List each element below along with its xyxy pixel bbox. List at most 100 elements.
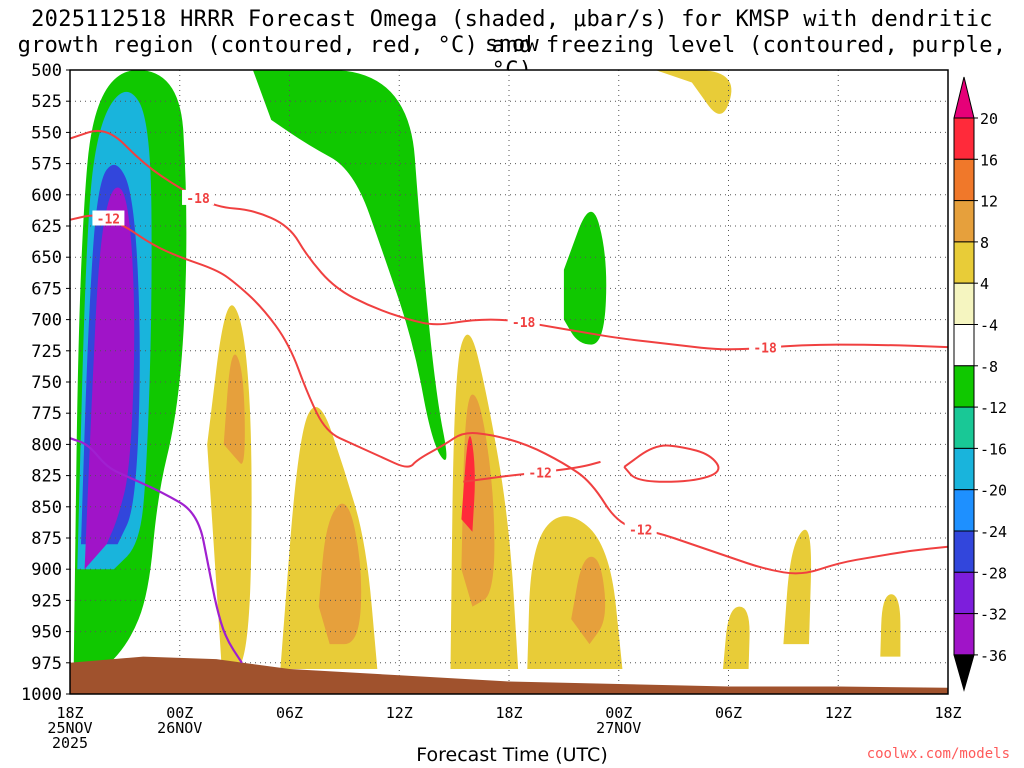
x-tick-label: 25NOV (47, 719, 92, 737)
contour-label: -12 (97, 213, 120, 228)
colorbar-top-arrow (953, 76, 975, 119)
y-tick-label: 775 (31, 404, 62, 424)
colorbar-label: 16 (980, 151, 998, 169)
omega-region-descent-moderate-4 (571, 556, 606, 645)
omega-region-ascent-mid-band (252, 70, 447, 461)
omega-region-descent-weak-6 (783, 529, 812, 645)
colorbar-bin (953, 365, 975, 408)
chart-title-line1: 2025112518 HRRR Forecast Omega (shaded, … (31, 7, 993, 57)
contour-label-bg (749, 339, 782, 355)
colorbar-bin (953, 489, 975, 532)
y-tick-label: 650 (31, 248, 62, 268)
colorbar-bin (953, 571, 975, 615)
y-tick-label: 550 (31, 123, 62, 143)
colorbar-bin (953, 200, 975, 243)
chart-title-line2: growth region (contoured, red, °C) and f… (17, 33, 1007, 83)
y-tick-label: 925 (31, 591, 62, 611)
y-tick-label: 1000 (21, 685, 62, 705)
colorbar: 20 16 12 8 4 -4 -8 -12 -16 -20 -24 -28 -32 -36 (953, 76, 1007, 692)
colorbar-bin (953, 447, 975, 491)
contour-label-bg (182, 189, 215, 205)
y-axis: 500 525 550 575 600 625 650 675 700 725 750 775 800 8… (21, 61, 70, 705)
contour-label: -18 (186, 192, 210, 207)
freezing-level-line (70, 437, 243, 664)
terrain-area (70, 656, 948, 694)
colorbar-bin (953, 158, 975, 202)
colorbar-label: -36 (980, 647, 1007, 665)
colorbar-bin (953, 613, 975, 656)
contour-label: -18 (512, 316, 536, 331)
y-tick-label: 750 (31, 373, 62, 393)
contour-label: -12 (629, 523, 652, 538)
omega-region-descent-weak-7 (880, 594, 901, 657)
contour-label: -12 (528, 466, 551, 481)
x-tick-label: 12Z (825, 704, 852, 722)
colorbar-label: 8 (980, 234, 989, 252)
omega-region-descent-weak-5 (723, 606, 750, 669)
y-tick-label: 900 (31, 560, 62, 580)
omega-shading (73, 70, 901, 676)
colorbar-label: -12 (980, 399, 1007, 417)
colorbar-bin (953, 406, 975, 449)
colorbar-label: -24 (980, 523, 1007, 541)
y-tick-label: 825 (31, 467, 62, 487)
x-tick-label: 00Z (166, 704, 193, 722)
x-tick-label: 06Z (276, 704, 303, 722)
dgz-contours: -18 -18 -18 -12 -12 -12 (70, 129, 948, 575)
omega-region-descent-moderate-2 (318, 503, 362, 645)
y-tick-label: 525 (31, 92, 62, 112)
omega-region-descent-moderate-1 (223, 354, 245, 464)
colorbar-bottom-arrow (953, 654, 975, 692)
x-tick-label: 18Z (56, 704, 83, 722)
y-tick-label: 875 (31, 529, 62, 549)
contour-label-bg (92, 210, 125, 226)
omega-region-descent-weak-8 (655, 70, 732, 114)
omega-region-descent-strong (461, 436, 475, 532)
y-tick-label: 575 (31, 155, 62, 175)
colorbar-label: -20 (980, 482, 1007, 500)
y-tick-label: 975 (31, 654, 62, 674)
y-tick-label: 725 (31, 342, 62, 362)
x-tick-label: 26NOV (157, 719, 202, 737)
x-tick-label: 00Z (605, 704, 632, 722)
omega-region-ascent-late (563, 211, 607, 345)
colorbar-label: -16 (980, 440, 1007, 458)
x-tick-label: 18Z (495, 704, 522, 722)
terrain-fill (70, 656, 948, 694)
dgz-contour-line (70, 129, 948, 351)
x-tick-label: 2025 (52, 734, 88, 752)
x-tick-label: 27NOV (596, 719, 641, 737)
contour-label: -18 (753, 342, 777, 357)
y-tick-label: 675 (31, 279, 62, 299)
y-tick-label: 700 (31, 311, 62, 331)
y-tick-label: 625 (31, 217, 62, 237)
colorbar-label: -8 (980, 358, 998, 376)
y-tick-label: 600 (31, 186, 62, 206)
colorbar-bin (953, 530, 975, 573)
x-tick-label: 12Z (386, 704, 413, 722)
colorbar-label: -4 (980, 317, 998, 335)
contour-label-bg (624, 521, 657, 537)
colorbar-label: -28 (980, 564, 1007, 582)
x-tick-label: 06Z (715, 704, 742, 722)
contour-label-bg (507, 314, 540, 330)
y-tick-label: 950 (31, 623, 62, 643)
freezing-level-contour (70, 437, 243, 664)
y-tick-label: 850 (31, 498, 62, 518)
colorbar-label: 12 (980, 193, 998, 211)
dgz-contour-line (70, 214, 948, 575)
colorbar-bin (953, 117, 975, 160)
colorbar-bin (953, 324, 975, 367)
colorbar-label: -32 (980, 606, 1007, 624)
contour-label-bg (524, 464, 557, 480)
colorbar-bin (953, 241, 975, 284)
x-tick-label: 18Z (934, 704, 961, 722)
grid-lines (70, 70, 948, 694)
colorbar-label: 4 (980, 275, 989, 293)
x-axis-label: Forecast Time (UTC) (416, 744, 608, 766)
colorbar-label: 20 (980, 110, 998, 128)
credit-text: coolwx.com/models (866, 746, 1010, 762)
dgz-contour-line (623, 444, 720, 483)
